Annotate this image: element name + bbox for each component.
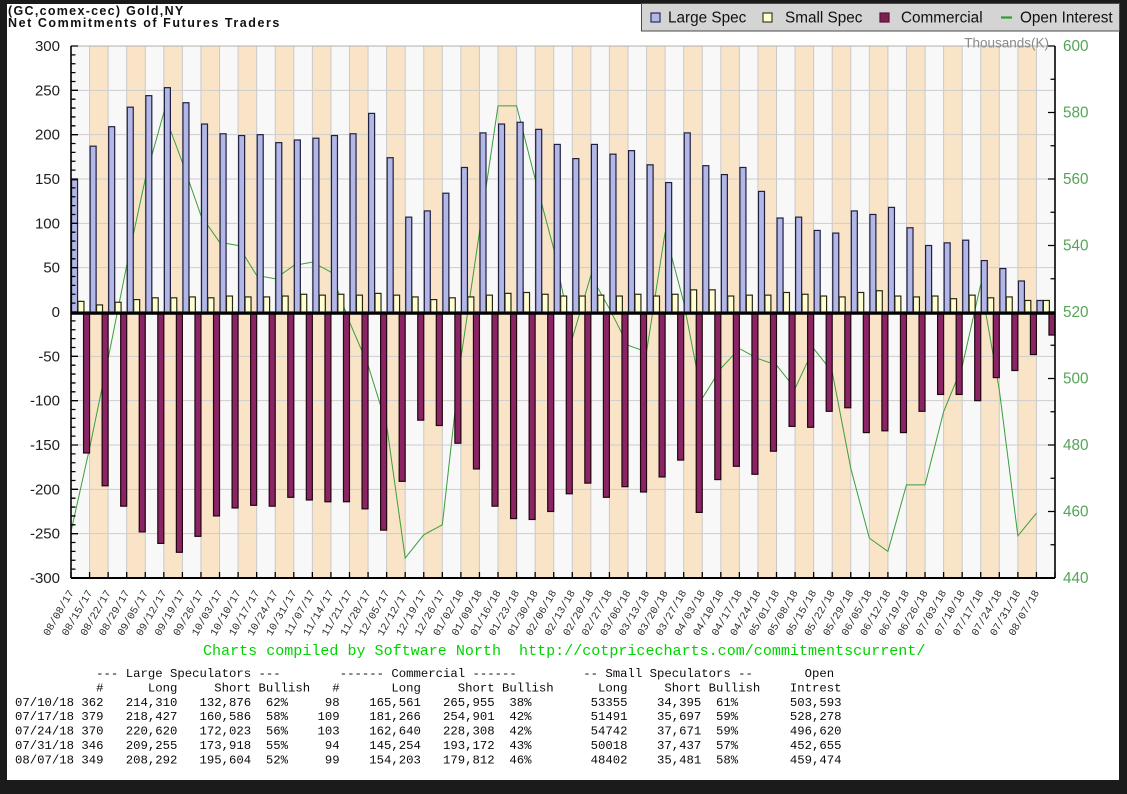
svg-text:500: 500: [1063, 371, 1089, 388]
svg-text:Open Interest: Open Interest: [1020, 10, 1113, 27]
svg-text:Small Spec: Small Spec: [785, 10, 863, 27]
svg-text:Net Commitments of Futures Tra: Net Commitments of Futures Traders: [8, 16, 281, 30]
svg-text:# Long Short Bullish: # Long Short Bullish # Long Short Bullis…: [15, 681, 842, 695]
svg-text:08/07/18 349 208,292 195,6: 08/07/18 349 208,292 195,604 52% 99 154,…: [15, 753, 842, 767]
svg-text:Charts compiled by Software No: Charts compiled by Software North http:/…: [203, 642, 925, 660]
svg-text:580: 580: [1063, 105, 1089, 122]
svg-text:-150: -150: [30, 437, 60, 454]
svg-text:250: 250: [35, 82, 60, 99]
svg-text:-200: -200: [30, 481, 60, 498]
svg-text:460: 460: [1063, 504, 1089, 521]
svg-text:100: 100: [35, 215, 60, 232]
svg-text:Thousands(K): Thousands(K): [964, 36, 1049, 51]
svg-text:-250: -250: [30, 526, 60, 543]
svg-text:200: 200: [35, 127, 60, 144]
svg-text:07/10/18 362 214,310 132,8: 07/10/18 362 214,310 132,876 62% 98 165,…: [15, 696, 842, 710]
svg-text:Commercial: Commercial: [901, 10, 983, 27]
svg-text:--- Large Speculators ---: --- Large Speculators --- ------ Commerc…: [15, 667, 834, 681]
svg-text:540: 540: [1063, 238, 1089, 255]
svg-text:-100: -100: [30, 393, 60, 410]
svg-text:-50: -50: [38, 348, 60, 365]
svg-text:07/24/18 370 220,620 172,0: 07/24/18 370 220,620 172,023 56% 103 162…: [15, 725, 842, 739]
svg-text:07/31/18 346 209,255 173,9: 07/31/18 346 209,255 173,918 55% 94 145,…: [15, 739, 842, 753]
svg-text:520: 520: [1063, 304, 1089, 321]
svg-text:50: 50: [43, 260, 60, 277]
svg-text:480: 480: [1063, 437, 1089, 454]
svg-text:(GC,comex-cec) Gold,NY: (GC,comex-cec) Gold,NY: [8, 4, 185, 18]
svg-text:150: 150: [35, 171, 60, 188]
svg-text:560: 560: [1063, 171, 1089, 188]
svg-text:07/17/18 379 218,427 160,5: 07/17/18 379 218,427 160,586 58% 109 181…: [15, 710, 842, 724]
svg-text:440: 440: [1063, 570, 1089, 587]
svg-text:300: 300: [35, 38, 60, 55]
svg-text:-300: -300: [30, 570, 60, 587]
svg-text:0: 0: [52, 304, 60, 321]
svg-text:600: 600: [1063, 38, 1089, 55]
svg-text:Large Spec: Large Spec: [668, 10, 747, 27]
